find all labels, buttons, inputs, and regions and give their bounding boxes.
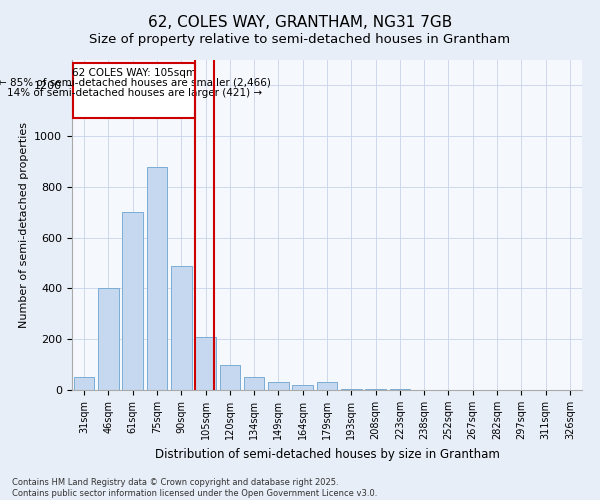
Bar: [98, 288, 119, 390]
Bar: [74, 378, 94, 390]
X-axis label: Distribution of semi-detached houses by size in Grantham: Distribution of semi-detached houses by …: [155, 448, 499, 460]
FancyBboxPatch shape: [73, 64, 195, 118]
Bar: [122, 212, 143, 390]
Bar: [341, 388, 362, 390]
Text: Size of property relative to semi-detached houses in Grantham: Size of property relative to semi-detach…: [89, 32, 511, 46]
Text: 62 COLES WAY: 105sqm: 62 COLES WAY: 105sqm: [72, 68, 196, 78]
Bar: [317, 382, 337, 390]
Bar: [146, 166, 167, 390]
Text: 14% of semi-detached houses are larger (421) →: 14% of semi-detached houses are larger (…: [7, 88, 262, 98]
Bar: [365, 389, 386, 390]
Bar: [268, 382, 289, 390]
Bar: [244, 378, 265, 390]
Bar: [292, 385, 313, 390]
Text: Contains HM Land Registry data © Crown copyright and database right 2025.
Contai: Contains HM Land Registry data © Crown c…: [12, 478, 377, 498]
Y-axis label: Number of semi-detached properties: Number of semi-detached properties: [19, 122, 29, 328]
Bar: [220, 364, 240, 390]
Bar: [171, 266, 191, 390]
Text: 62, COLES WAY, GRANTHAM, NG31 7GB: 62, COLES WAY, GRANTHAM, NG31 7GB: [148, 15, 452, 30]
Bar: [195, 336, 216, 390]
Text: ← 85% of semi-detached houses are smaller (2,466): ← 85% of semi-detached houses are smalle…: [0, 78, 271, 88]
